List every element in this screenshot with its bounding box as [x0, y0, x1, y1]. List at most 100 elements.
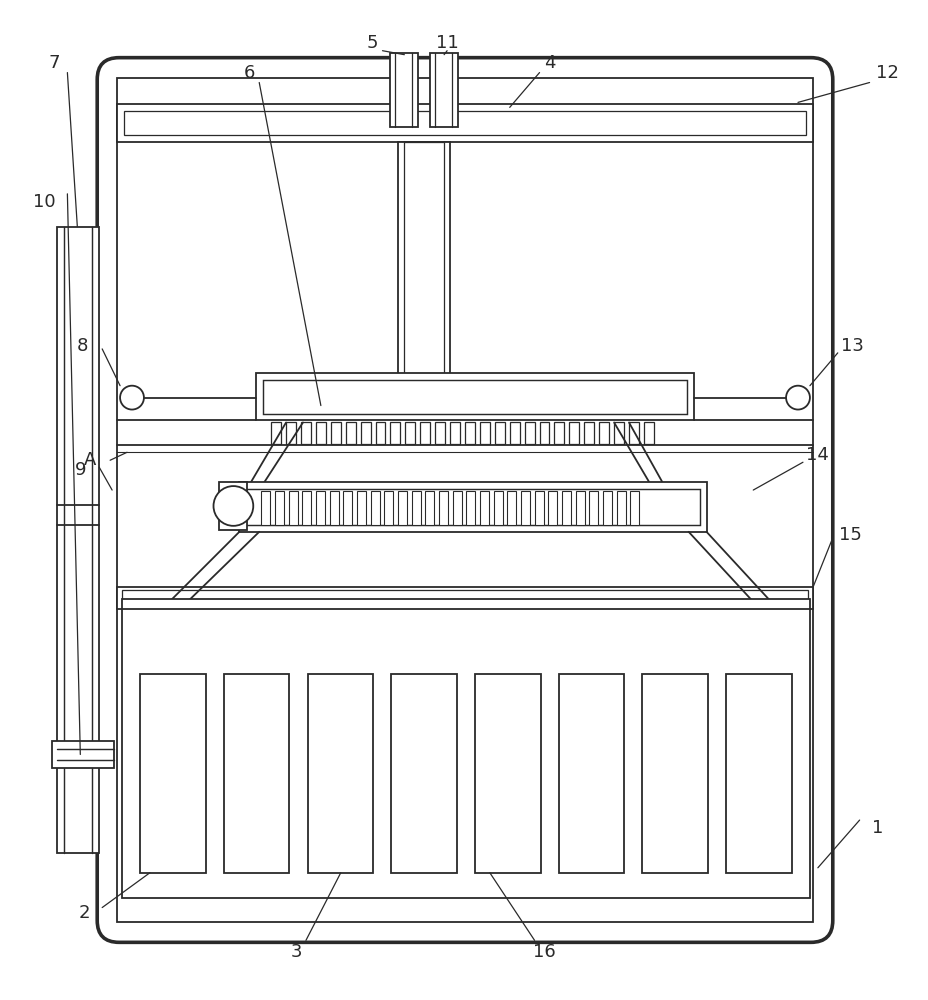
Bar: [275, 491, 284, 525]
Bar: [342, 491, 352, 525]
Bar: [465, 422, 474, 444]
Text: 5: 5: [367, 34, 378, 52]
Bar: [438, 491, 447, 525]
Text: 6: 6: [243, 64, 254, 82]
Text: 8: 8: [76, 337, 88, 355]
Bar: [599, 422, 609, 444]
Bar: [466, 491, 475, 525]
Bar: [521, 491, 529, 525]
Bar: [117, 104, 812, 142]
Bar: [329, 491, 338, 525]
Bar: [495, 422, 504, 444]
Circle shape: [120, 386, 144, 410]
Bar: [58, 227, 99, 853]
Text: 9: 9: [74, 461, 86, 479]
Circle shape: [785, 386, 809, 410]
Bar: [419, 422, 430, 444]
Bar: [391, 674, 457, 873]
Bar: [474, 674, 540, 873]
Bar: [140, 674, 206, 873]
Bar: [602, 491, 612, 525]
Text: 14: 14: [806, 446, 829, 464]
Bar: [224, 674, 290, 873]
Bar: [261, 491, 270, 525]
Bar: [405, 422, 415, 444]
FancyBboxPatch shape: [97, 58, 831, 942]
Bar: [507, 491, 516, 525]
Bar: [554, 422, 564, 444]
Bar: [548, 491, 557, 525]
Bar: [616, 491, 625, 525]
Bar: [452, 491, 461, 525]
Bar: [117, 587, 812, 609]
Bar: [509, 422, 519, 444]
Bar: [345, 422, 355, 444]
Bar: [301, 422, 311, 444]
Bar: [425, 491, 433, 525]
Bar: [726, 674, 791, 873]
Text: 11: 11: [435, 34, 458, 52]
Text: 12: 12: [875, 64, 898, 82]
Bar: [642, 674, 707, 873]
Text: 7: 7: [48, 54, 60, 72]
Bar: [122, 590, 807, 604]
Bar: [384, 491, 393, 525]
Bar: [370, 491, 380, 525]
Bar: [289, 491, 297, 525]
Bar: [430, 53, 458, 127]
Bar: [575, 491, 584, 525]
Bar: [404, 142, 444, 395]
Bar: [524, 422, 534, 444]
Bar: [539, 422, 548, 444]
Bar: [390, 53, 418, 127]
Bar: [434, 422, 445, 444]
Bar: [588, 491, 598, 525]
Bar: [569, 422, 579, 444]
Bar: [480, 491, 488, 525]
Bar: [302, 491, 311, 525]
Bar: [449, 422, 459, 444]
Bar: [316, 491, 325, 525]
Bar: [122, 599, 809, 898]
Bar: [124, 111, 806, 135]
Bar: [256, 373, 693, 420]
Text: 2: 2: [79, 904, 90, 922]
Bar: [263, 380, 686, 414]
Bar: [613, 422, 624, 444]
Bar: [286, 422, 296, 444]
Bar: [534, 491, 543, 525]
Text: 4: 4: [543, 54, 555, 72]
Bar: [629, 491, 638, 525]
Text: 16: 16: [533, 943, 555, 961]
Bar: [584, 422, 594, 444]
Bar: [643, 422, 653, 444]
Text: 1: 1: [870, 819, 883, 837]
Bar: [397, 491, 406, 525]
Bar: [628, 422, 638, 444]
Bar: [356, 491, 366, 525]
Bar: [558, 674, 624, 873]
Bar: [117, 78, 812, 922]
Text: 3: 3: [290, 943, 302, 961]
Text: 13: 13: [841, 337, 863, 355]
Bar: [398, 142, 449, 401]
Bar: [239, 482, 706, 532]
Bar: [493, 491, 502, 525]
Bar: [307, 674, 373, 873]
Circle shape: [213, 486, 253, 526]
Bar: [316, 422, 326, 444]
Text: 10: 10: [33, 193, 56, 211]
Bar: [375, 422, 385, 444]
Text: 15: 15: [838, 526, 861, 544]
Bar: [219, 482, 247, 530]
Bar: [480, 422, 489, 444]
Bar: [246, 489, 699, 525]
Bar: [390, 422, 400, 444]
Bar: [411, 491, 420, 525]
Bar: [360, 422, 370, 444]
Bar: [271, 422, 281, 444]
Bar: [561, 491, 570, 525]
Bar: [330, 422, 341, 444]
Text: A: A: [84, 451, 97, 469]
Bar: [52, 741, 114, 768]
